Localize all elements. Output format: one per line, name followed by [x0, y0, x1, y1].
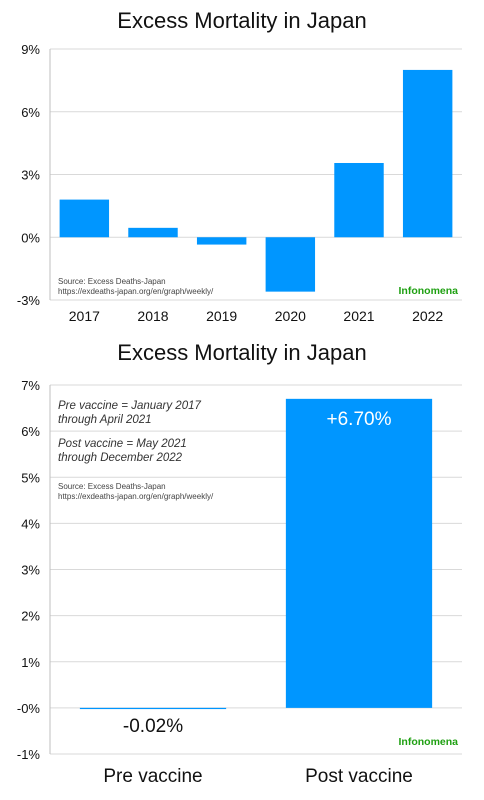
x-tick-label: 2020: [275, 308, 306, 324]
y-tick-label: -1%: [17, 747, 41, 762]
bar: [59, 199, 110, 238]
note-pre-line1: Pre vaccine = January 2017: [58, 400, 201, 412]
bar: [285, 398, 433, 708]
y-tick-label: 3%: [21, 563, 40, 578]
chart-title: Excess Mortality in Japan: [117, 340, 367, 365]
chart-yearly-plot: Source: Excess Deaths-Japan https://exde…: [17, 42, 462, 324]
x-tick-label: 2019: [206, 308, 237, 324]
note-pre-line2: through April 2021: [58, 414, 152, 426]
data-label: +6.70%: [327, 409, 392, 430]
bar: [128, 227, 178, 238]
bar: [196, 237, 247, 245]
x-tick-label: 2018: [137, 308, 168, 324]
x-tick-label: Pre vaccine: [103, 766, 202, 787]
y-tick-label: 5%: [21, 470, 40, 485]
source-url: https://exdeaths-japan.org/en/graph/week…: [58, 287, 214, 296]
data-label: -0.02%: [123, 716, 183, 737]
source-text: Source: Excess Deaths-Japan: [58, 482, 166, 491]
x-tick-label: 2022: [412, 308, 443, 324]
y-tick-label: 9%: [21, 42, 40, 57]
x-tick-label: 2021: [343, 308, 374, 324]
source-text: Source: Excess Deaths-Japan: [58, 277, 166, 286]
x-tick-label: 2017: [69, 308, 100, 324]
note-post-line2: through December 2022: [58, 452, 183, 464]
y-tick-label: 7%: [21, 378, 40, 393]
y-tick-label: 0%: [21, 230, 40, 245]
y-tick-label: -0%: [17, 701, 41, 716]
bar: [265, 237, 316, 292]
bar: [79, 707, 227, 710]
chart-title: Excess Mortality in Japan: [117, 8, 367, 33]
source-url: https://exdeaths-japan.org/en/graph/week…: [58, 492, 214, 501]
y-tick-label: -3%: [17, 293, 41, 308]
note-post-line1: Post vaccine = May 2021: [58, 438, 187, 450]
y-tick-label: 6%: [21, 424, 40, 439]
x-tick-label: Post vaccine: [305, 766, 413, 787]
y-tick-label: 2%: [21, 609, 40, 624]
bar: [334, 162, 384, 238]
bar: [402, 69, 453, 238]
y-tick-label: 4%: [21, 516, 40, 531]
brand-label: Infonomena: [399, 285, 459, 297]
y-tick-label: 1%: [21, 655, 40, 670]
brand-label: Infonomena: [399, 736, 459, 748]
y-tick-label: 6%: [21, 105, 40, 120]
y-tick-label: 3%: [21, 168, 40, 183]
